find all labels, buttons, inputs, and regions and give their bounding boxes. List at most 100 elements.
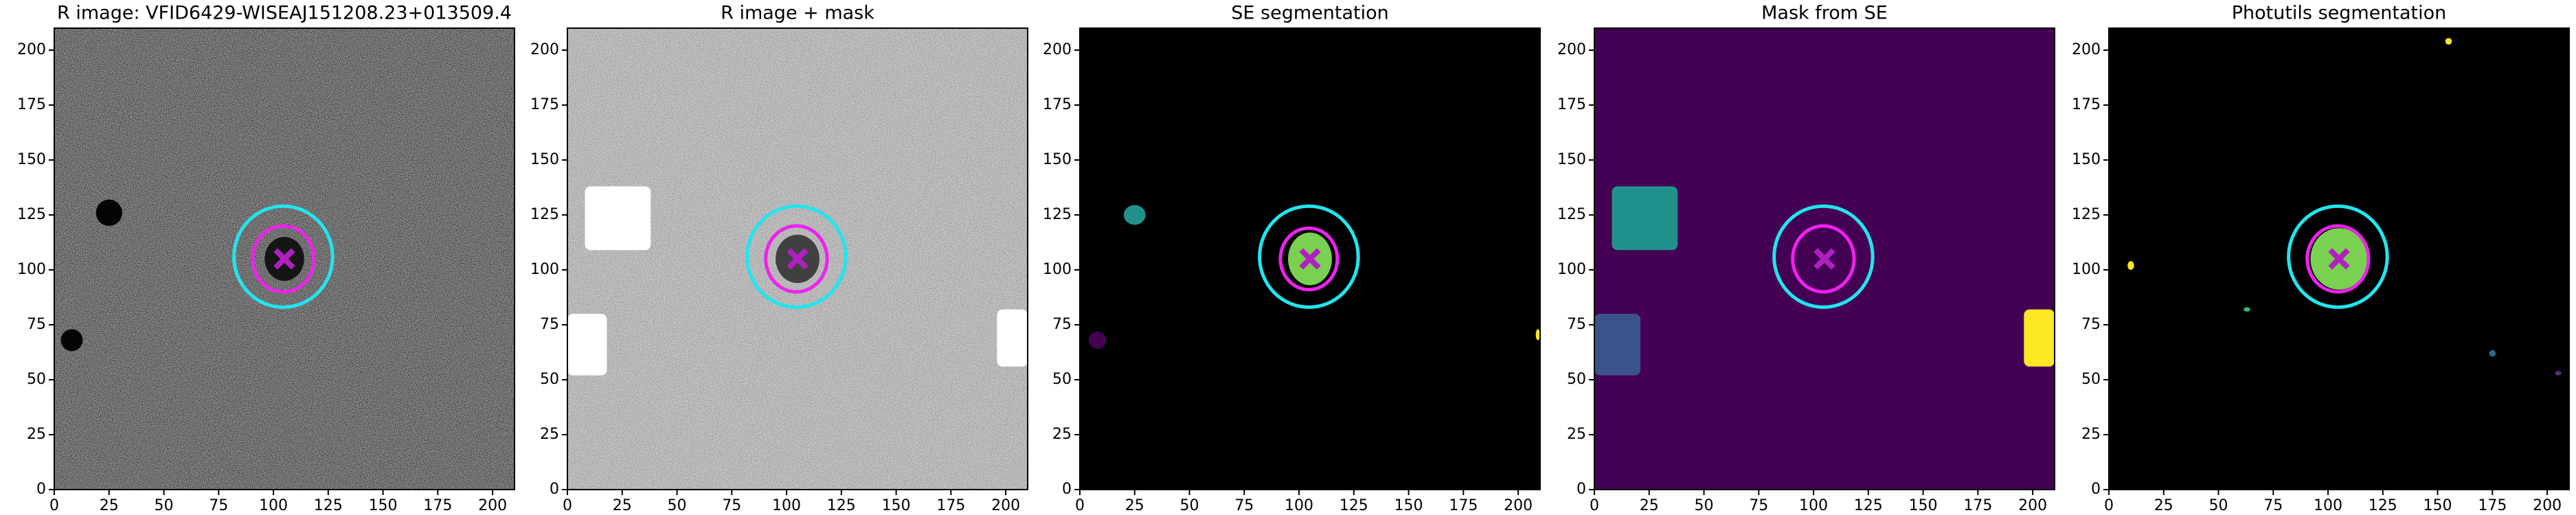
- x-tick-label: 175: [2478, 497, 2507, 514]
- x-tick-label: 175: [1963, 497, 1992, 514]
- y-tick-label: 150: [1043, 151, 1072, 168]
- panel-title: Photutils segmentation: [2232, 3, 2447, 24]
- panel: 0 25 50 75 100 125 150 175 200 0 25 50 75 100 125 150 17…: [1557, 3, 2055, 514]
- x-tick-label: 25: [1125, 497, 1144, 514]
- aperture-ellipse: [1791, 224, 1856, 294]
- y-tick-label: 75: [2081, 316, 2101, 333]
- region: [585, 186, 651, 251]
- panel: 0 25 50 75 100 125 150 175 200 0 25 50 75 100 125 150 17…: [2072, 3, 2570, 514]
- y-tick-label: 150: [2072, 151, 2101, 168]
- aperture-ellipse: [2305, 224, 2371, 294]
- y-tick-label: 100: [530, 261, 559, 278]
- y-tick-label: 0: [1577, 481, 1586, 498]
- aperture-ellipse: [251, 224, 316, 294]
- panel-title: SE segmentation: [1231, 3, 1388, 24]
- panel: 0 25 50 75 100 125 150 175 200 0 25 50 75 100 125 150 17…: [1043, 3, 1541, 514]
- region: [1123, 205, 1146, 225]
- y-tick-label: 75: [1567, 316, 1586, 333]
- y-tick-label: 25: [1052, 426, 1072, 443]
- y-tick-label: 25: [1567, 426, 1586, 443]
- y-tick-label: 100: [2072, 261, 2101, 278]
- x-tick-label: 25: [613, 497, 632, 514]
- x-tick-label: 150: [1909, 497, 1938, 514]
- y-tick-label: 200: [530, 41, 559, 58]
- x-tick-label: 125: [2369, 497, 2397, 514]
- x-tick-label: 50: [155, 497, 174, 514]
- panel-title: R image: VFID6429-WISEAJ151208.23+013509…: [57, 3, 512, 24]
- y-tick-label: 0: [550, 481, 559, 498]
- y-tick-label: 175: [2072, 96, 2101, 113]
- aperture-ellipse: [1772, 204, 1875, 309]
- x-tick-label: 200: [2018, 497, 2047, 514]
- x-tick-label: 100: [772, 497, 801, 514]
- region: [1535, 329, 1540, 341]
- axes-frame: [54, 27, 515, 490]
- y-tick-label: 25: [2081, 426, 2101, 443]
- y-tick-label: 0: [1062, 481, 1072, 498]
- y-tick-label: 25: [27, 426, 46, 443]
- center-marker: [787, 248, 809, 270]
- y-tick-label: 0: [2091, 481, 2101, 498]
- region: [2127, 261, 2134, 270]
- x-tick-label: 25: [2154, 497, 2173, 514]
- x-tick-label: 175: [423, 497, 452, 514]
- aperture-ellipse: [764, 224, 829, 294]
- region: [997, 309, 1028, 367]
- y-tick-label: 0: [36, 481, 46, 498]
- image-area: [2109, 28, 2569, 490]
- aperture-ellipse: [1258, 204, 1360, 309]
- region: [2445, 38, 2452, 45]
- image-area: [1080, 28, 1540, 490]
- y-tick-label: 150: [530, 151, 559, 168]
- y-tick-label: 200: [1043, 41, 1072, 58]
- x-tick-label: 75: [2263, 497, 2283, 514]
- y-tick-label: 125: [1557, 206, 1586, 223]
- x-tick-label: 50: [1180, 497, 1199, 514]
- x-tick-label: 175: [1449, 497, 1478, 514]
- region: [95, 199, 122, 226]
- x-tick-label: 100: [259, 497, 288, 514]
- aperture-ellipse: [2287, 204, 2389, 309]
- x-tick-label: 75: [209, 497, 228, 514]
- region: [2244, 307, 2250, 312]
- y-tick-label: 125: [1043, 206, 1072, 223]
- x-tick-label: 125: [1854, 497, 1883, 514]
- y-tick-label: 25: [540, 426, 559, 443]
- x-tick-label: 200: [991, 497, 1020, 514]
- y-tick-label: 75: [27, 316, 46, 333]
- panel: 0 25 50 75 100 125 150 175 200 0 25 50 75 100 125 150 17…: [530, 3, 1028, 514]
- y-tick-label: 175: [17, 96, 46, 113]
- region: [1594, 314, 1640, 376]
- region: [2555, 371, 2562, 376]
- x-tick-label: 100: [2314, 497, 2342, 514]
- x-tick-label: 200: [1504, 497, 1533, 514]
- y-tick-label: 50: [540, 371, 559, 388]
- center-marker: [1814, 248, 1835, 270]
- x-tick-label: 0: [1075, 497, 1085, 514]
- region: [2489, 350, 2496, 357]
- y-tick-label: 125: [530, 206, 559, 223]
- x-tick-label: 0: [1590, 497, 1599, 514]
- x-tick-label: 100: [1285, 497, 1313, 514]
- y-tick-label: 50: [2081, 371, 2101, 388]
- x-tick-label: 150: [2424, 497, 2452, 514]
- region: [567, 314, 607, 376]
- x-tick-label: 50: [1695, 497, 1714, 514]
- y-tick-label: 175: [1557, 96, 1586, 113]
- image-area: [1594, 28, 2055, 490]
- y-tick-label: 100: [1557, 261, 1586, 278]
- region: [1612, 186, 1678, 251]
- aperture-ellipse: [232, 204, 335, 309]
- x-tick-label: 75: [1749, 497, 1768, 514]
- panel-title: R image + mask: [721, 3, 874, 24]
- y-tick-label: 150: [17, 151, 46, 168]
- x-tick-label: 50: [668, 497, 687, 514]
- x-tick-label: 200: [2533, 497, 2562, 514]
- center-marker: [2328, 248, 2350, 270]
- image-area: [567, 28, 1028, 490]
- x-tick-label: 75: [722, 497, 741, 514]
- x-tick-label: 125: [827, 497, 856, 514]
- x-tick-label: 125: [1340, 497, 1368, 514]
- y-tick-label: 150: [1557, 151, 1586, 168]
